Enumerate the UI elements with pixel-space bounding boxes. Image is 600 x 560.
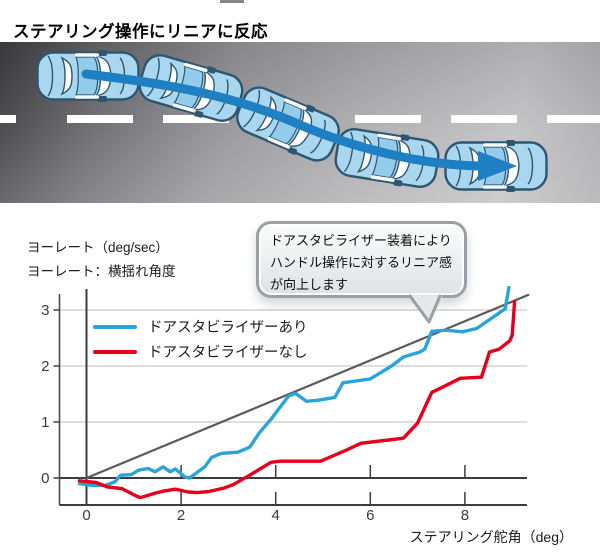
y-tick-label: 2 xyxy=(41,358,49,375)
y-axis-caption: ヨーレート（deg/sec） ヨーレート：横揺れ角度 xyxy=(27,236,176,284)
legend-swatch-without-stabilizer xyxy=(93,349,137,354)
reference-linear-line xyxy=(85,293,530,480)
lane-change-svg xyxy=(0,47,600,194)
chart-legend: ドアスタビライザーあり ドアスタビライザーなし xyxy=(93,314,308,364)
series-line-with-stabilizer xyxy=(77,285,511,487)
legend-swatch-with-stabilizer xyxy=(93,324,137,329)
legend-row-with-stabilizer: ドアスタビライザーあり xyxy=(93,314,308,339)
x-tick-label: 8 xyxy=(461,507,469,524)
lane-change-illustration xyxy=(0,42,600,203)
callout-line3: が向上します xyxy=(270,277,349,292)
legend-row-without-stabilizer: ドアスタビライザーなし xyxy=(93,339,308,364)
crop-artifact-bar xyxy=(220,0,244,3)
x-tick-label: 4 xyxy=(272,507,280,524)
callout-line1: ドアスタビライザー装着により xyxy=(270,233,452,248)
trajectory-arrow-shaft xyxy=(81,69,485,171)
callout-bubble: ドアスタビライザー装着により ハンドル操作に対するリニア感 が向上します xyxy=(256,221,467,298)
x-axis-title: ステアリング舵角（deg） xyxy=(409,529,573,545)
series-line-without-stabilizer xyxy=(77,299,517,500)
x-tick-label: 6 xyxy=(366,507,374,524)
legend-label-with-stabilizer: ドアスタビライザーあり xyxy=(148,320,308,336)
page-title: ステアリング操作にリニアに反応 xyxy=(13,23,268,41)
x-tick-label: 2 xyxy=(177,507,185,524)
y-tick-label: 0 xyxy=(41,470,49,487)
y-axis-caption-line2: ヨーレート：横揺れ角度 xyxy=(27,264,176,279)
callout-bubble-tail xyxy=(408,294,442,324)
trajectory-arrow-head xyxy=(478,151,517,181)
y-tick-label: 3 xyxy=(41,302,49,319)
legend-label-without-stabilizer: ドアスタビライザーなし xyxy=(148,345,308,361)
y-tick-label: 1 xyxy=(41,414,49,431)
x-tick-label: 0 xyxy=(82,507,90,524)
y-axis-caption-line1: ヨーレート（deg/sec） xyxy=(27,240,169,255)
callout-line2: ハンドル操作に対するリニア感 xyxy=(270,255,453,270)
